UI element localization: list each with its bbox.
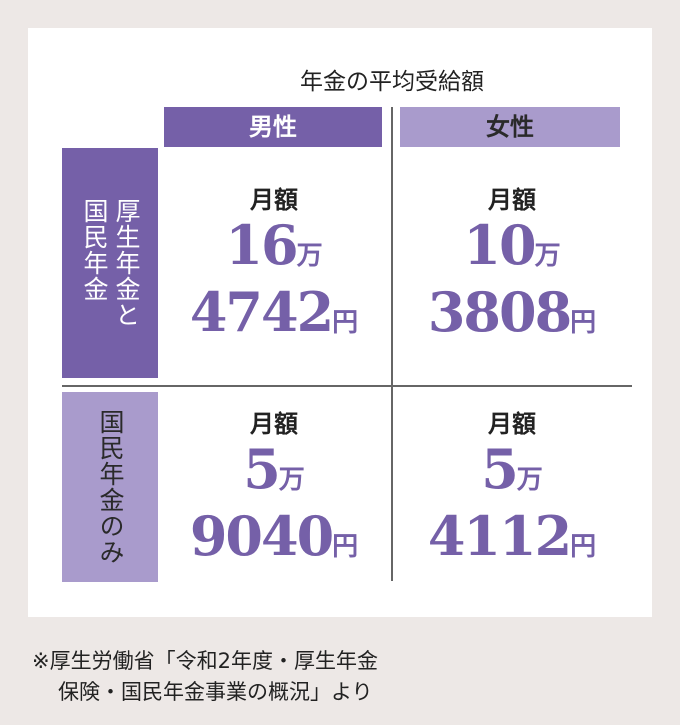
cell-male-row1: 月額 16万 4742円 [164,183,384,351]
column-header-male: 男性 [164,107,382,147]
yen-unit: 円 [570,308,597,338]
man-unit: 万 [516,465,543,495]
yen-unit: 円 [332,532,359,562]
source-note-line: 保険・国民年金事業の概況」より [58,680,373,704]
man-unit: 万 [278,465,305,495]
monthly-label: 月額 [250,410,298,438]
source-note: ※厚生労働省「令和2年度・厚生年金 保険・国民年金事業の概況」より [32,646,378,708]
cell-female-row2: 月額 5万 4112円 [402,407,622,575]
yen-unit: 円 [332,308,359,338]
column-header-female: 女性 [400,107,620,147]
man-value: 10 [463,213,536,277]
chart-title: 年金の平均受給額 [300,69,484,95]
horizontal-divider [62,385,632,387]
man-unit: 万 [296,241,323,271]
monthly-label: 月額 [488,186,536,214]
cell-male-row2: 月額 5万 9040円 [164,407,384,575]
yen-value: 4112 [427,504,572,568]
monthly-label: 月額 [250,186,298,214]
row-header-employee-and-national-pension: 厚生年金と 国民年金 [62,148,158,378]
man-value: 16 [225,213,298,277]
source-note-line: ※厚生労働省「令和2年度・厚生年金 [32,649,378,673]
row-header-line: 国民年金 [80,198,109,302]
yen-unit: 円 [570,532,597,562]
cell-female-row1: 月額 10万 3808円 [402,183,622,351]
vertical-divider [391,107,393,581]
monthly-label: 月額 [488,410,536,438]
man-unit: 万 [534,241,561,271]
row-header-national-pension-only: 国民年金のみ [62,392,158,582]
row-header-line: 厚生年金と [112,198,141,328]
row-header-line: 国民年金のみ [96,409,125,565]
man-value: 5 [481,437,519,501]
yen-value: 3808 [427,280,572,344]
yen-value: 4742 [189,280,334,344]
yen-value: 9040 [189,504,334,568]
man-value: 5 [243,437,281,501]
